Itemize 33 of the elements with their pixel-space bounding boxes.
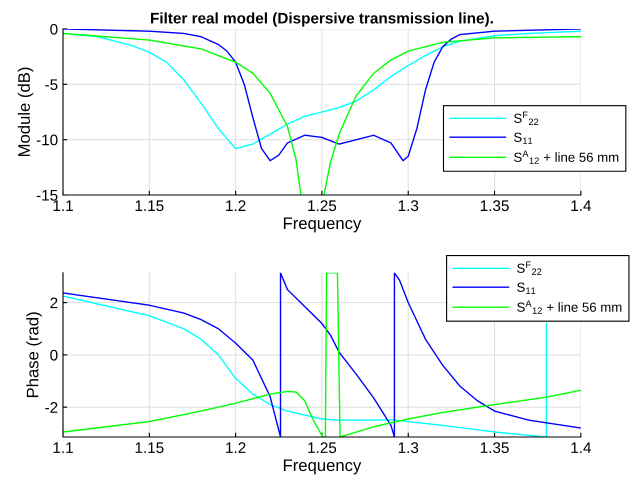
x-tick-label: 1.3: [398, 200, 418, 212]
x-axis-title: Frequency: [284, 459, 362, 474]
y-tick-label: 0: [50, 24, 58, 35]
y-axis-title: Module (dB): [18, 68, 34, 156]
y-axis-title: Phase (rad): [26, 312, 42, 398]
x-tick-label: 1.1: [54, 442, 73, 453]
legend-label: S$_{11}$: [514, 132, 532, 144]
x-tick-label: 1.25: [308, 442, 336, 454]
x-tick-label: 1.35: [480, 442, 509, 454]
x-tick-label: 1.35: [480, 200, 509, 212]
x-tick-label: 1.1: [54, 200, 73, 211]
x-tick-label: 1.4: [571, 442, 592, 453]
legend-label: S$^{F}$$_{22}$: [514, 112, 538, 125]
line-series: [63, 295, 548, 438]
legend-label: S$^{F}$$_{22}$: [517, 262, 542, 275]
x-tick-label: 1.2: [226, 200, 246, 211]
x-axis-title: Frequency: [284, 217, 362, 232]
legend-label: S$_{11}$: [517, 282, 536, 294]
x-tick-label: 1.3: [398, 442, 418, 454]
legend-label: S$^{A}$$_{12}$ + line 56 mm: [514, 150, 618, 164]
chart-title: Filter real model (Dispersive transmission line).: [151, 12, 493, 27]
legend-label: S$^{A}$$_{12}$ + line 56 mm: [517, 300, 622, 314]
y-tick-label: -15: [36, 190, 58, 201]
y-tick-label: -10: [36, 134, 58, 146]
x-tick-label: 1.4: [571, 200, 592, 211]
y-tick-label: 0: [50, 350, 58, 361]
x-tick-label: 1.15: [136, 442, 164, 454]
x-tick-label: 1.25: [308, 200, 336, 212]
x-tick-label: 1.15: [136, 200, 164, 212]
y-tick-label: 2: [50, 297, 58, 308]
y-tick-label: -5: [45, 79, 58, 90]
y-tick-label: -2: [45, 402, 58, 413]
x-tick-label: 1.2: [226, 442, 246, 453]
